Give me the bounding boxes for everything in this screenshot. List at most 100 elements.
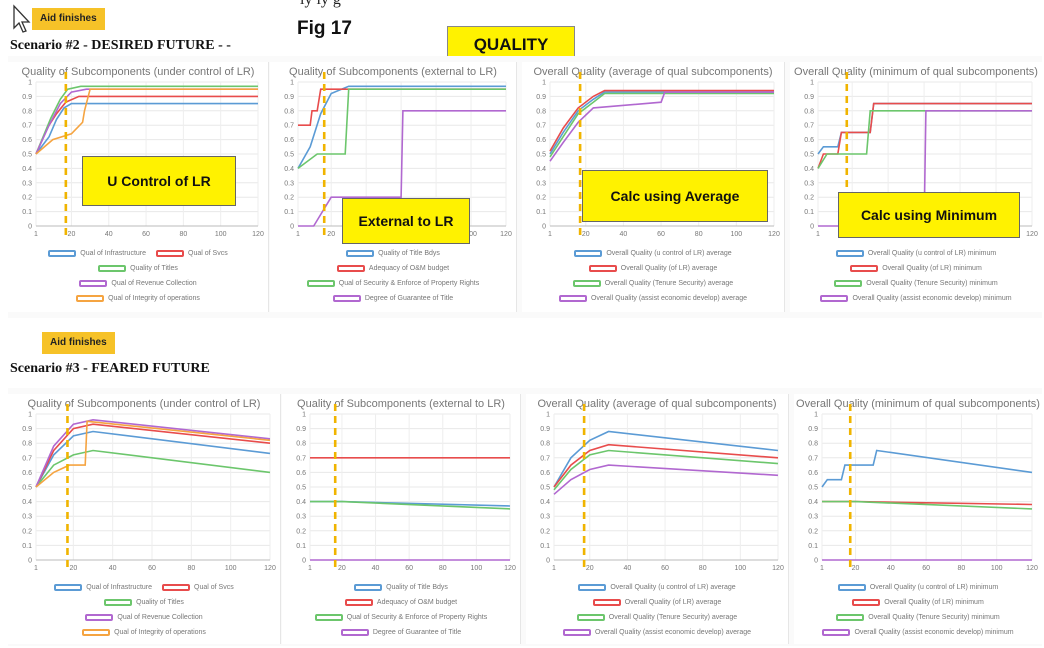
callout-minimum: Calc using Minimum: [838, 192, 1020, 238]
series-line: [297, 88, 506, 170]
y-tick-label: 0.1: [808, 543, 818, 550]
series-line: [549, 91, 774, 162]
x-tick-label: 80: [695, 231, 703, 238]
legend-label: Qual of Security & Enforce of Property R…: [346, 614, 488, 621]
legend-label: Degree of Guarantee of Title: [372, 629, 462, 636]
y-tick-label: 0.2: [540, 528, 550, 535]
legend-label: Overall Quality (Tenure Security) averag…: [608, 614, 738, 621]
legend-entry: Overall Quality (Tenure Security) averag…: [576, 614, 738, 621]
legend-row: Overall Quality (Tenure Security) averag…: [522, 276, 784, 291]
series-line: [35, 418, 271, 488]
y-tick-label: 0.3: [284, 180, 294, 187]
chart-legend: Overall Quality (u control of LR) averag…: [526, 580, 788, 640]
legend-row: Qual of Revenue Collection: [8, 276, 268, 291]
y-tick-label: 0.2: [22, 195, 32, 202]
legend-label: Overall Quality (assist economic develop…: [590, 295, 747, 302]
legend-swatch: [576, 614, 605, 621]
legend-row: Overall Quality (Tenure Security) averag…: [526, 610, 788, 625]
x-tick-label: 1: [552, 565, 556, 572]
legend-entry: Quality of Titles: [104, 599, 184, 606]
legend-entry: Quality of Title Bdys: [346, 250, 440, 257]
x-tick-label: 40: [105, 231, 113, 238]
legend-label: Overall Quality (u control of LR) averag…: [606, 250, 732, 257]
legend-entry: Overall Quality (of LR) average: [592, 599, 721, 606]
scenario-2-title: Scenario #2 - DESIRED FUTURE - -: [10, 38, 231, 53]
series-line: [553, 449, 779, 491]
legend-label: Quality of Title Bdys: [386, 584, 448, 591]
legend-entry: Quality of Title Bdys: [354, 584, 448, 591]
y-tick-label: 1: [546, 412, 550, 419]
x-tick-label: 40: [109, 565, 117, 572]
aid-finishes-badge-1: Aid finishes: [32, 8, 105, 30]
series-line: [817, 109, 1032, 169]
y-tick-label: 0: [542, 224, 546, 231]
callout-external: External to LR: [342, 198, 470, 244]
legend-entry: Overall Quality (assist economic develop…: [820, 295, 1012, 302]
legend-row: Qual of Security & Enforce of Property R…: [270, 276, 516, 291]
y-tick-label: 0.4: [284, 166, 294, 173]
x-tick-label: 120: [772, 565, 784, 572]
legend-swatch: [346, 250, 375, 257]
legend-label: Adequacy of O&M budget: [368, 265, 450, 272]
legend-swatch: [837, 584, 866, 591]
y-tick-label: 0.9: [540, 426, 550, 433]
y-tick-label: 1: [814, 412, 818, 419]
legend-entry: Qual of Security & Enforce of Property R…: [314, 614, 488, 621]
legend-label: Overall Quality (of LR) minimum: [882, 265, 982, 272]
series-line: [822, 500, 1033, 510]
chart-title: Quality of Subcomponents (under control …: [27, 398, 261, 410]
legend-row: Qual of Infrastructure Qual of Svcs: [8, 580, 280, 595]
chart-title: Quality of Subcomponents (external to LR…: [289, 66, 497, 78]
series-line: [549, 91, 774, 155]
legend-entry: Overall Quality (Tenure Security) averag…: [572, 280, 733, 287]
legend-label: Qual of Integrity of operations: [114, 629, 206, 636]
y-tick-label: 0.5: [536, 152, 546, 159]
y-tick-label: 0.7: [808, 455, 818, 462]
y-tick-label: 0.3: [22, 180, 32, 187]
y-tick-label: 0.1: [22, 543, 32, 550]
y-tick-label: 0.2: [22, 528, 32, 535]
y-tick-label: 0.4: [22, 499, 32, 506]
legend-entry: Qual of Integrity of operations: [76, 295, 200, 302]
legend-swatch: [98, 265, 127, 272]
y-tick-label: 0.6: [808, 470, 818, 477]
x-tick-label: 120: [500, 231, 512, 238]
legend-row: Overall Quality (assist economic develop…: [526, 625, 788, 640]
legend-swatch: [852, 599, 881, 606]
y-tick-label: 0.2: [808, 528, 818, 535]
y-tick-label: 1: [290, 80, 294, 87]
x-tick-label: 20: [338, 565, 346, 572]
y-tick-label: 0: [28, 558, 32, 565]
x-tick-label: 80: [439, 565, 447, 572]
legend-row: Degree of Guarantee of Title: [282, 625, 520, 640]
y-tick-label: 0.9: [808, 426, 818, 433]
chart-legend: Overall Quality (u control of LR) minimu…: [794, 580, 1042, 640]
series-line: [553, 430, 779, 488]
series-line: [297, 85, 506, 169]
chart-title: Overall Quality (minimum of qual subcomp…: [796, 398, 1040, 410]
x-tick-label: 120: [264, 565, 276, 572]
legend-row: Quality of Title Bdys: [282, 580, 520, 595]
series-line: [310, 500, 511, 510]
x-tick-label: 20: [852, 565, 860, 572]
series-line: [35, 102, 258, 155]
x-tick-label: 40: [887, 565, 895, 572]
legend-entry: Qual of Revenue Collection: [79, 280, 197, 287]
legend-row: Overall Quality (assist economic develop…: [522, 291, 784, 306]
y-tick-label: 0.7: [536, 123, 546, 130]
legend-swatch: [76, 295, 105, 302]
legend-entry: Overall Quality (assist economic develop…: [562, 629, 751, 636]
legend-label: Qual of Svcs: [188, 250, 228, 257]
series-line: [817, 102, 1032, 169]
chart-panel: Quality of Subcomponents (external to LR…: [270, 62, 517, 312]
callout-average: Calc using Average: [582, 170, 768, 222]
legend-entry: Overall Quality (u control of LR) minimu…: [835, 250, 996, 257]
series-line: [35, 423, 271, 488]
series-line: [35, 88, 258, 155]
x-tick-label: 100: [465, 231, 477, 238]
x-tick-label: 100: [471, 565, 483, 572]
legend-row: Quality of Titles: [8, 261, 268, 276]
y-tick-label: 0.8: [808, 441, 818, 448]
